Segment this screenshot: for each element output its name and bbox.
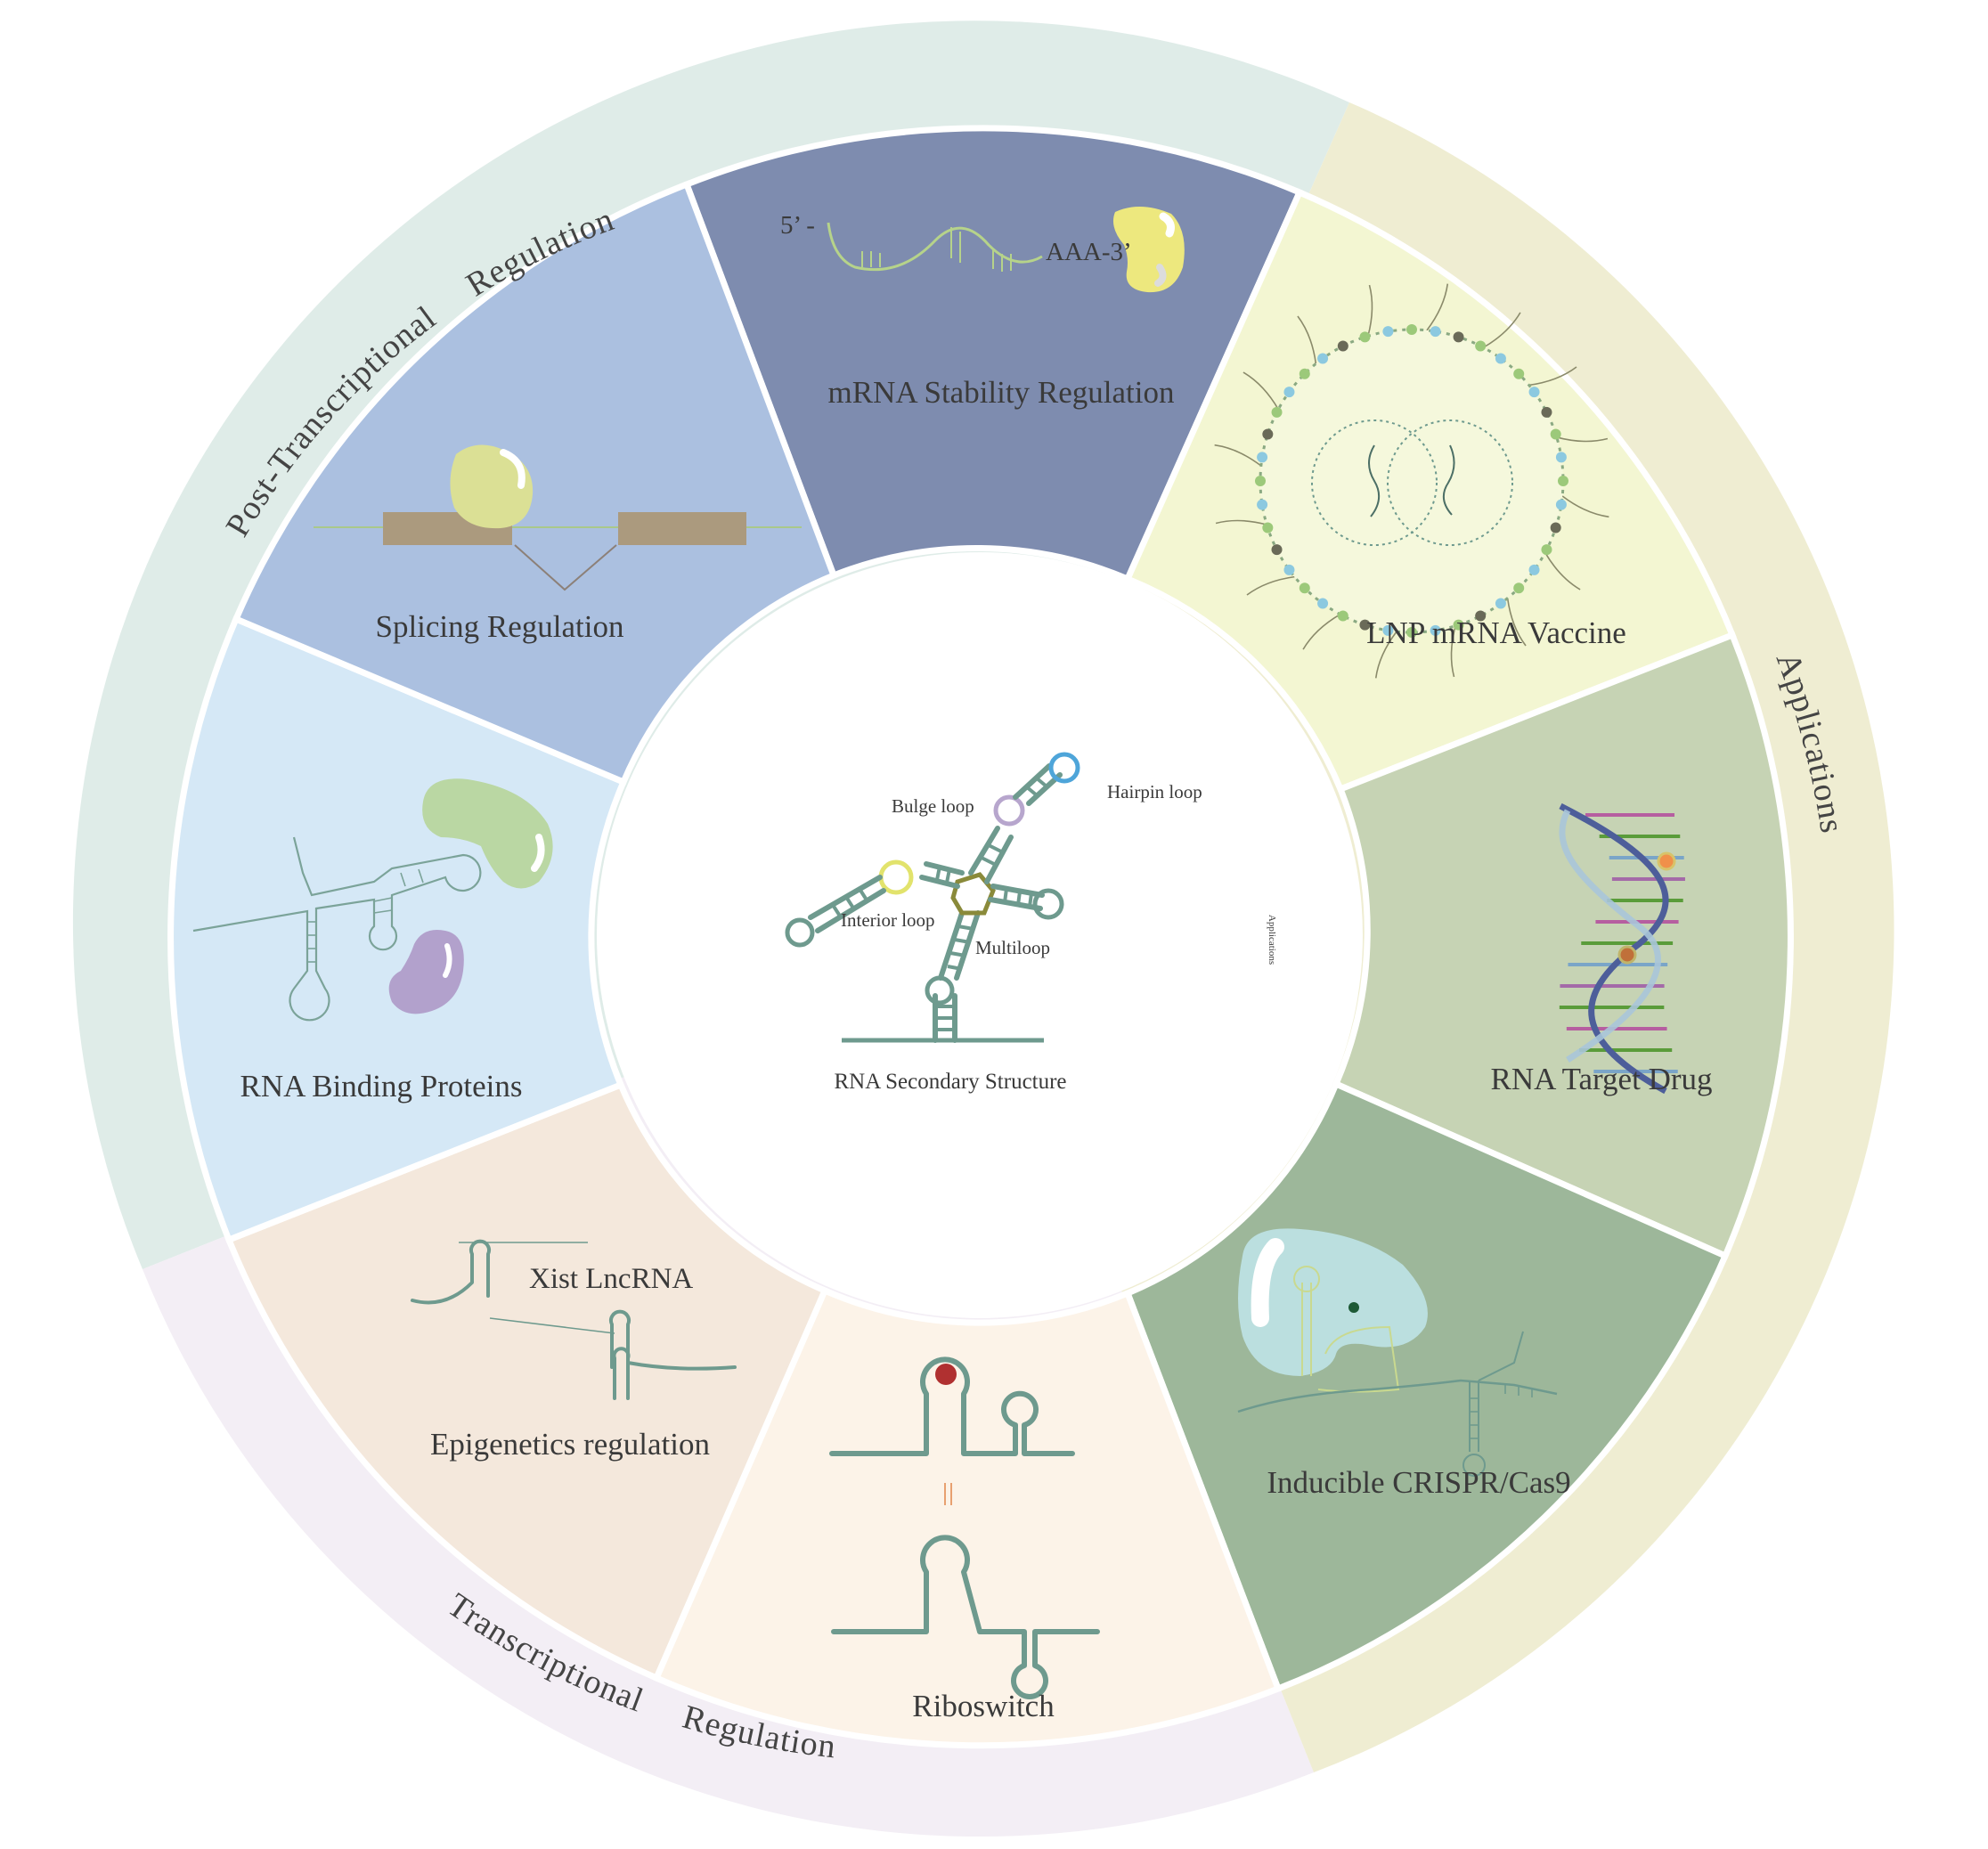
helix-strand-dark (1559, 802, 1669, 1095)
segment-riboswitch (652, 1286, 1283, 1749)
rbp-illustration (192, 778, 553, 1022)
mrna-stability-illustration: 5’ - AAA-3’ (780, 206, 1185, 293)
rna-target-drug-label: RNA Target Drug (1490, 1062, 1712, 1096)
epigenetics-illustration: Xist LncRNA (411, 1239, 737, 1400)
splicing-label: Splicing Regulation (375, 609, 623, 644)
target-dna-strand (1237, 1379, 1558, 1413)
interior-loop-label: Interior loop (841, 909, 935, 931)
mrna-stability-label: mRNA Stability Regulation (828, 375, 1175, 410)
spliceosome-icon (450, 444, 534, 529)
ligand-icon (935, 1364, 957, 1385)
rbp-protein-green-icon (422, 778, 553, 889)
rna-binding-proteins-label: RNA Binding Proteins (240, 1069, 523, 1104)
hairpin-loop-icon (1048, 752, 1080, 784)
drug-molecule-icon (1657, 851, 1676, 871)
center-circle (597, 552, 1363, 1318)
tiny-applications-label: Applications (1267, 915, 1277, 965)
crispr-label: Inducible CRISPR/Cas9 (1267, 1465, 1570, 1500)
inducer-dot-icon (1348, 1302, 1359, 1313)
xist-lncrna-label: Xist LncRNA (529, 1263, 693, 1295)
segment-epigenetics (224, 1080, 829, 1682)
lnp-vaccine-label: LNP mRNA Vaccine (1366, 615, 1626, 650)
lnp-nanoparticle-icon (1214, 283, 1609, 679)
splicing-illustration (314, 444, 802, 591)
segment-splicing (232, 180, 838, 786)
drug-molecule-icon-2 (1617, 945, 1637, 965)
cas9-protein-icon (1238, 1228, 1428, 1376)
riboswitch-illustration (829, 1356, 1100, 1699)
rna-target-drug-illustration (1559, 802, 1685, 1095)
rbp-protein-purple-icon (388, 930, 464, 1014)
epigenetics-label: Epigenetics regulation (430, 1427, 710, 1462)
bulge-loop-label: Bulge loop (892, 795, 974, 817)
rna-secondary-structure-illustration (785, 752, 1080, 1043)
three-prime-label: AAA-3’ (1046, 238, 1132, 266)
segment-rna-target-drug (1332, 631, 1794, 1260)
crispr-illustration (1237, 1228, 1558, 1477)
riboswitch-label: Riboswitch (912, 1689, 1055, 1723)
rna-secondary-structure-label: RNA Secondary Structure (834, 1070, 1066, 1094)
multiloop-icon (950, 872, 996, 916)
hairpin-loop-label: Hairpin loop (1107, 781, 1202, 802)
segment-rna-binding-proteins (167, 615, 628, 1244)
exon-2-icon (618, 512, 746, 545)
multiloop-label: Multiloop (975, 937, 1050, 958)
helix-strand-light (1559, 809, 1661, 1063)
bulge-loop-icon (993, 794, 1025, 827)
five-prime-label: 5’ - (780, 211, 815, 240)
